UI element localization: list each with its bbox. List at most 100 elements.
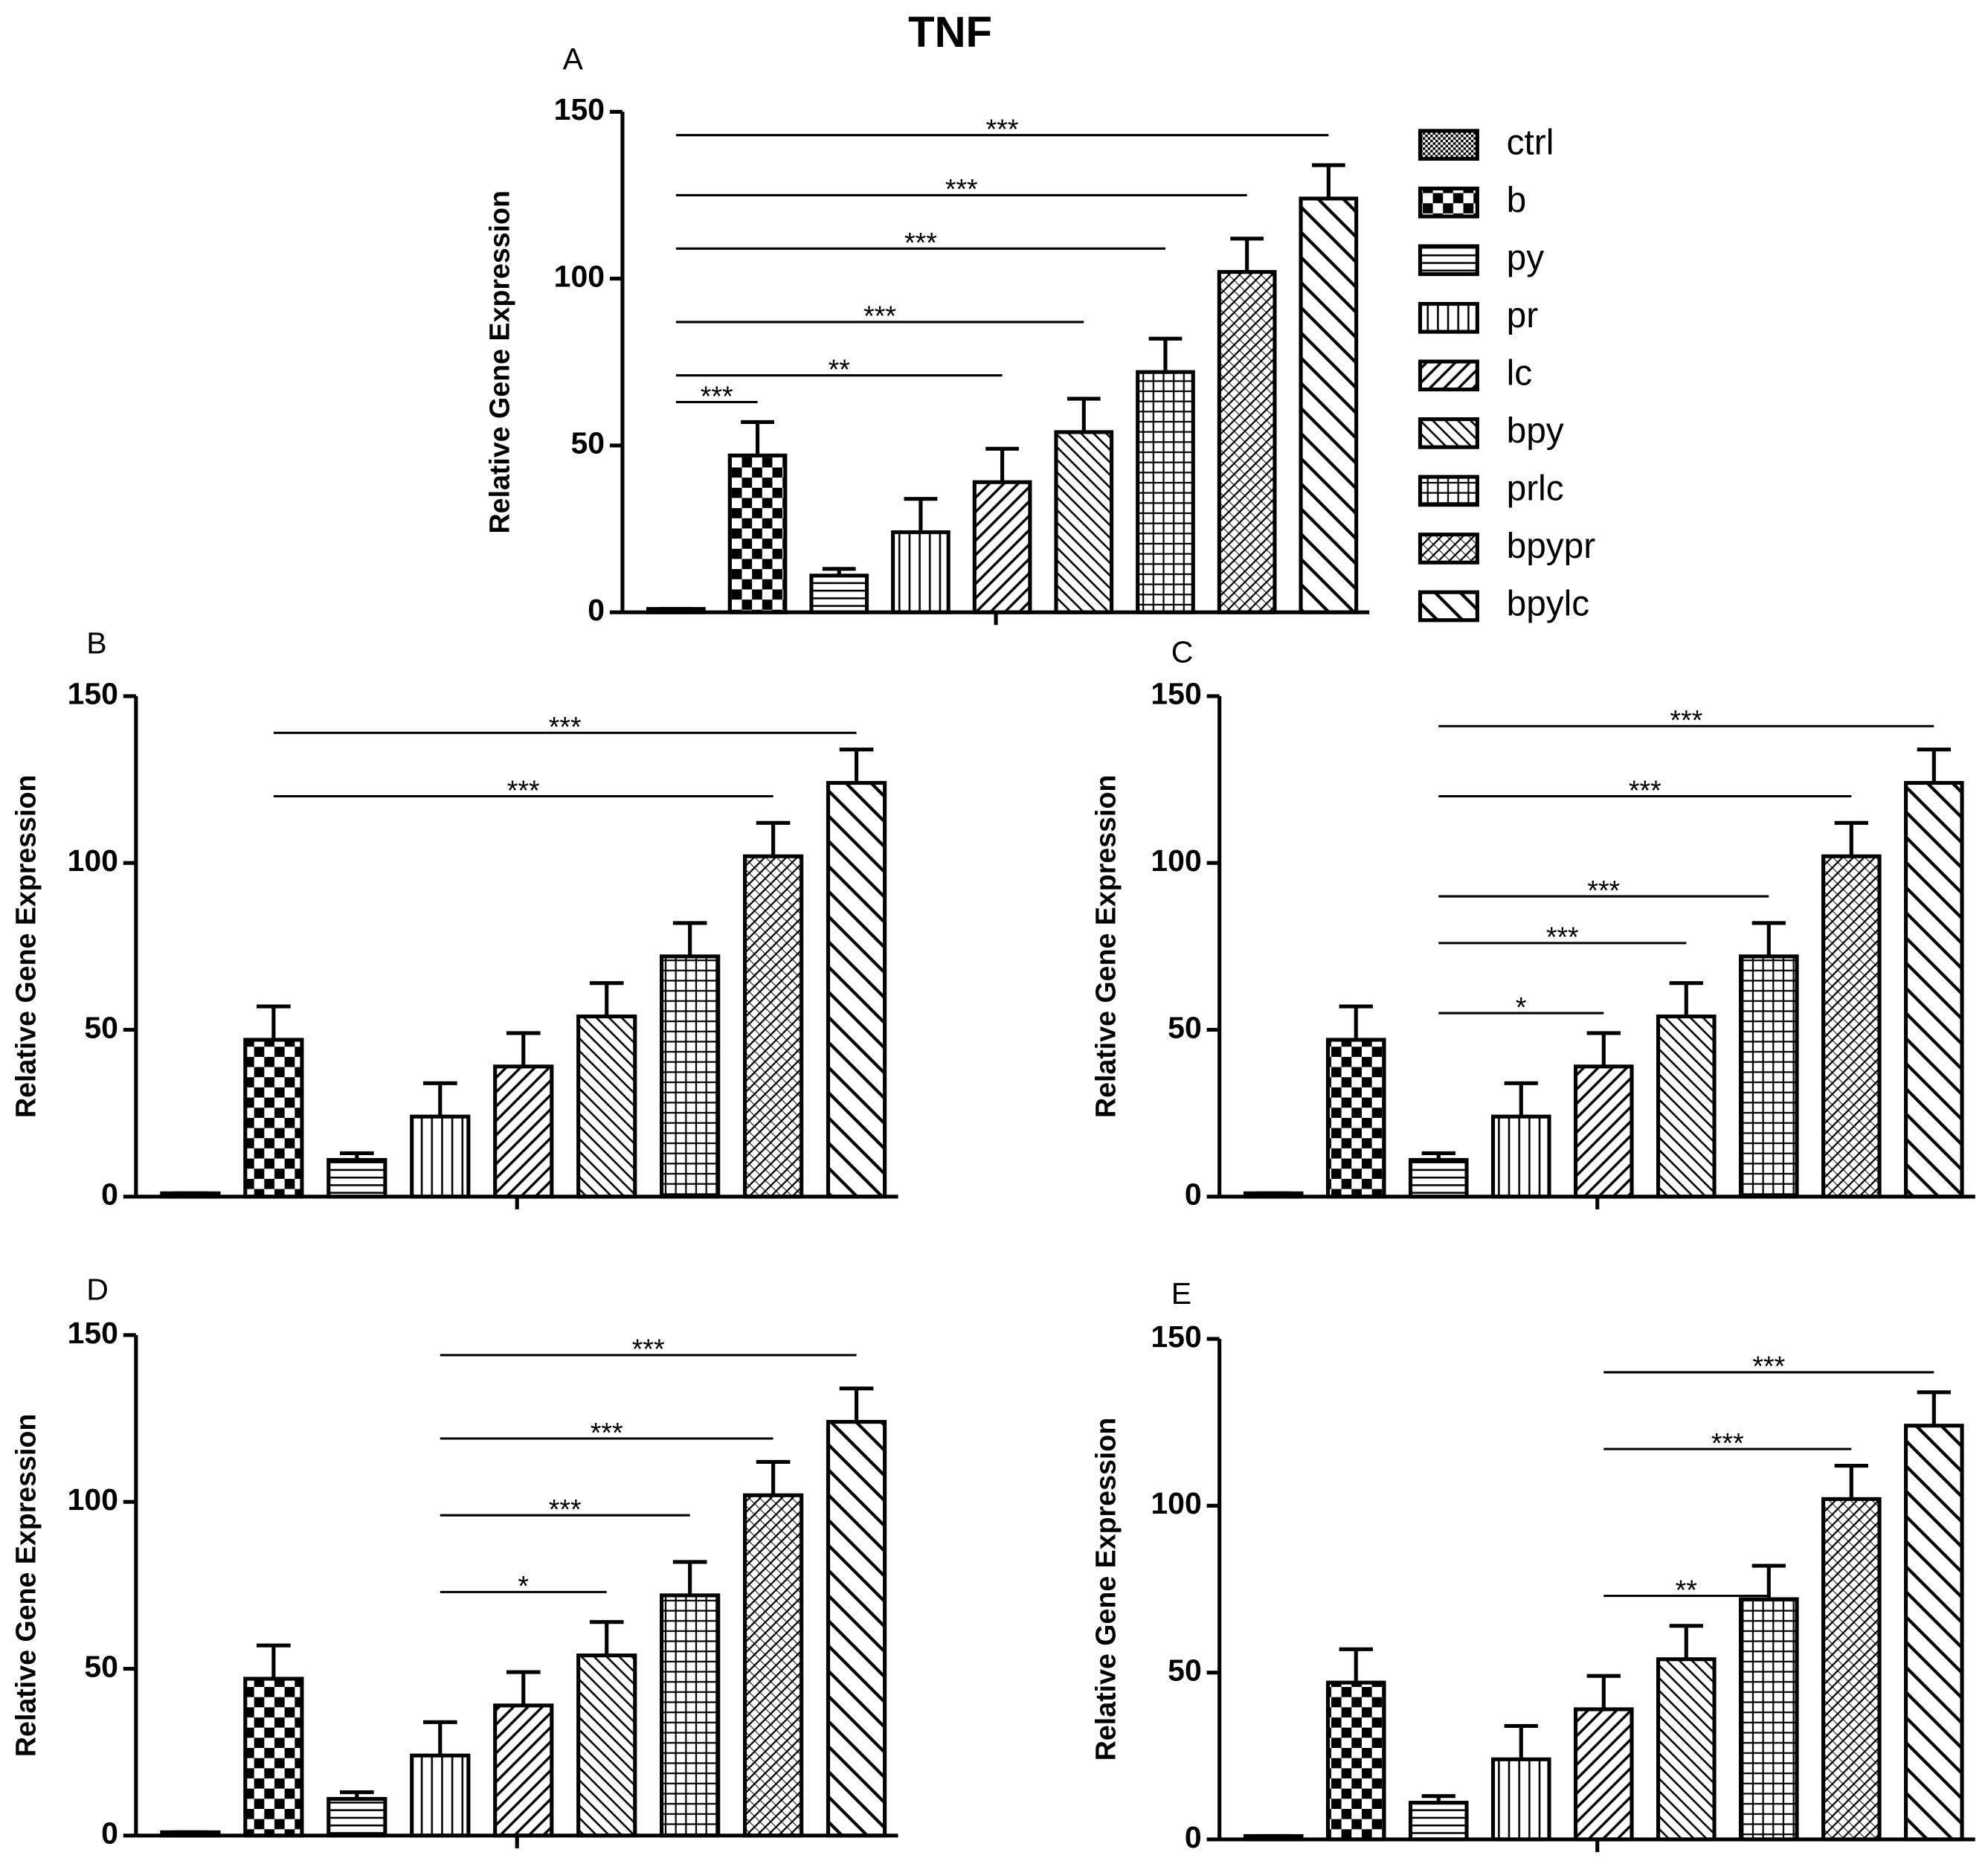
y-tick-label: 150 bbox=[68, 1316, 118, 1350]
bar bbox=[1738, 1597, 1799, 1842]
bar bbox=[727, 453, 788, 614]
bar bbox=[826, 780, 887, 1199]
bar bbox=[576, 1014, 637, 1199]
legend-label: py bbox=[1507, 238, 1545, 277]
bar bbox=[1136, 370, 1195, 614]
significance-label: ** bbox=[1676, 1574, 1698, 1605]
y-tick-label: 50 bbox=[570, 426, 605, 460]
bar bbox=[326, 1157, 387, 1199]
panel-label: A bbox=[563, 42, 584, 76]
panel-label: C bbox=[1171, 634, 1194, 669]
legend-swatch bbox=[1418, 301, 1479, 334]
significance-label: *** bbox=[549, 1494, 582, 1525]
bar bbox=[1490, 1757, 1551, 1842]
panel-label: E bbox=[1171, 1276, 1191, 1311]
significance-label: *** bbox=[1629, 774, 1662, 806]
significance-label: *** bbox=[1752, 1351, 1785, 1382]
bar bbox=[742, 1493, 804, 1838]
bar bbox=[1738, 954, 1799, 1199]
y-axis-label: Relative Gene Expression bbox=[1090, 775, 1121, 1118]
legend-label: pr bbox=[1507, 296, 1539, 335]
y-tick-label: 150 bbox=[1151, 1320, 1201, 1354]
bar bbox=[1904, 780, 1964, 1199]
bar bbox=[410, 1753, 471, 1838]
bar bbox=[826, 1420, 887, 1838]
bar bbox=[1217, 270, 1277, 614]
significance-label: * bbox=[518, 1570, 529, 1601]
significance-label: * bbox=[1516, 991, 1527, 1023]
bar bbox=[576, 1653, 637, 1838]
bar bbox=[1325, 1038, 1386, 1199]
significance-label: *** bbox=[1546, 922, 1579, 953]
y-tick-label: 50 bbox=[1168, 1653, 1202, 1687]
legend-swatch bbox=[1418, 186, 1479, 219]
bar bbox=[1490, 1114, 1551, 1199]
y-tick-label: 150 bbox=[554, 92, 605, 126]
bar bbox=[410, 1114, 471, 1199]
significance-label: *** bbox=[986, 113, 1019, 144]
legend-swatch bbox=[1418, 244, 1479, 277]
y-tick-label: 50 bbox=[1168, 1010, 1202, 1044]
legend-label: bpy bbox=[1507, 411, 1564, 451]
y-tick-label: 100 bbox=[68, 843, 118, 878]
bar bbox=[891, 530, 950, 614]
panel-label: D bbox=[86, 1273, 109, 1307]
bar bbox=[1299, 196, 1359, 614]
bar bbox=[1821, 1497, 1882, 1842]
figure-title: TNF bbox=[908, 8, 992, 57]
y-tick-label: 100 bbox=[1151, 843, 1201, 878]
y-tick-label: 150 bbox=[68, 677, 118, 711]
bar bbox=[1408, 1157, 1469, 1199]
legend-swatch bbox=[1418, 417, 1479, 449]
legend-swatch bbox=[1418, 359, 1479, 392]
bar bbox=[493, 1064, 554, 1199]
y-tick-label: 50 bbox=[84, 1010, 118, 1044]
bar bbox=[742, 854, 804, 1199]
significance-label: *** bbox=[507, 774, 540, 806]
y-tick-label: 100 bbox=[68, 1482, 118, 1517]
y-axis-label: Relative Gene Expression bbox=[10, 1414, 42, 1757]
y-tick-label: 150 bbox=[1151, 677, 1201, 711]
significance-label: *** bbox=[1711, 1427, 1744, 1459]
significance-label: *** bbox=[591, 1417, 623, 1448]
significance-label: *** bbox=[549, 711, 582, 742]
significance-label: ** bbox=[829, 353, 851, 385]
bar bbox=[243, 1677, 304, 1838]
bar bbox=[1573, 1707, 1634, 1842]
y-tick-label: 0 bbox=[1185, 1177, 1202, 1212]
bar bbox=[660, 1593, 721, 1838]
bar bbox=[660, 954, 721, 1199]
legend-swatch bbox=[1418, 533, 1479, 565]
significance-label: *** bbox=[632, 1334, 665, 1365]
legend-label: prlc bbox=[1507, 469, 1564, 509]
bar bbox=[1656, 1014, 1717, 1199]
y-tick-label: 0 bbox=[1185, 1820, 1202, 1854]
y-axis-label: Relative Gene Expression bbox=[484, 190, 515, 533]
significance-label: *** bbox=[863, 300, 896, 332]
y-tick-label: 0 bbox=[588, 593, 605, 627]
legend-label: ctrl bbox=[1507, 123, 1554, 162]
y-tick-label: 0 bbox=[101, 1816, 118, 1851]
bar bbox=[326, 1796, 387, 1838]
bar bbox=[1408, 1801, 1469, 1842]
bar bbox=[1325, 1680, 1386, 1842]
legend-swatch bbox=[1418, 129, 1479, 161]
y-axis-label: Relative Gene Expression bbox=[1090, 1418, 1121, 1761]
bar bbox=[1054, 430, 1114, 614]
bar bbox=[1656, 1657, 1717, 1842]
bar bbox=[243, 1038, 304, 1199]
significance-label: *** bbox=[1587, 875, 1620, 906]
legend-swatch bbox=[1418, 590, 1479, 623]
legend-swatch bbox=[1418, 475, 1479, 507]
y-tick-label: 100 bbox=[1151, 1486, 1201, 1520]
bar bbox=[1821, 854, 1882, 1199]
bar bbox=[809, 573, 869, 614]
bar bbox=[972, 480, 1032, 614]
y-tick-label: 100 bbox=[554, 259, 605, 293]
significance-label: *** bbox=[904, 227, 937, 258]
significance-label: *** bbox=[945, 173, 978, 205]
panel-label: B bbox=[86, 626, 106, 660]
y-axis-label: Relative Gene Expression bbox=[10, 775, 42, 1118]
bar bbox=[493, 1703, 554, 1838]
